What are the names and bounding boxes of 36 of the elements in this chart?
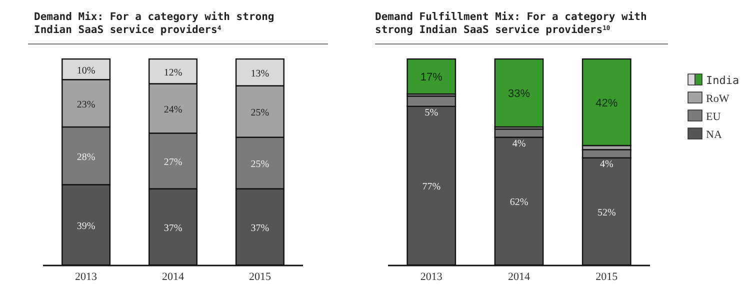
data-label: 37%: [164, 222, 182, 234]
data-label: 62%: [510, 197, 528, 208]
data-label: 77%: [422, 182, 441, 193]
data-label: 28%: [76, 152, 96, 163]
data-label: 12%: [164, 67, 182, 78]
bar: [582, 58, 632, 146]
data-label: 39%: [76, 220, 96, 232]
legend-label: RoW: [706, 93, 730, 105]
data-label: 25%: [250, 108, 270, 119]
data-label: 23%: [76, 99, 96, 110]
data-label: 17%: [420, 72, 443, 84]
bar: [494, 58, 544, 128]
data-label: 24%: [164, 104, 182, 116]
x-tick-label: 2014: [162, 271, 184, 283]
legend-label: EU: [706, 111, 721, 123]
data-label: 4%: [600, 158, 614, 170]
x-tick-label: 2013: [75, 271, 98, 283]
chart-title: Demand Mix: For a category with strong Indian SaaS service providers$^{4}$: [34, 11, 274, 36]
data-label: 10%: [76, 65, 96, 76]
data-label: 52%: [597, 207, 616, 218]
data-label: 4%: [512, 138, 526, 150]
data-label: 27%: [164, 156, 182, 168]
x-tick-label: 2015: [248, 271, 272, 283]
legend-label: India: [706, 74, 740, 87]
bar: [406, 58, 456, 95]
data-label: 33%: [508, 88, 530, 100]
x-tick-label: 2015: [596, 271, 618, 283]
data-label: 13%: [250, 68, 270, 80]
x-tick-label: 2013: [420, 271, 443, 283]
legend-label: NA: [706, 129, 722, 141]
chart-title: Demand Fulfillment Mix: For a category with strong Indian SaaS service providers$^{10}$: [375, 11, 647, 36]
data-label: 5%: [424, 107, 438, 118]
data-label: 25%: [250, 159, 270, 170]
data-label: 42%: [596, 97, 618, 110]
x-tick-label: 2014: [508, 271, 530, 283]
data-label: 37%: [250, 222, 270, 234]
